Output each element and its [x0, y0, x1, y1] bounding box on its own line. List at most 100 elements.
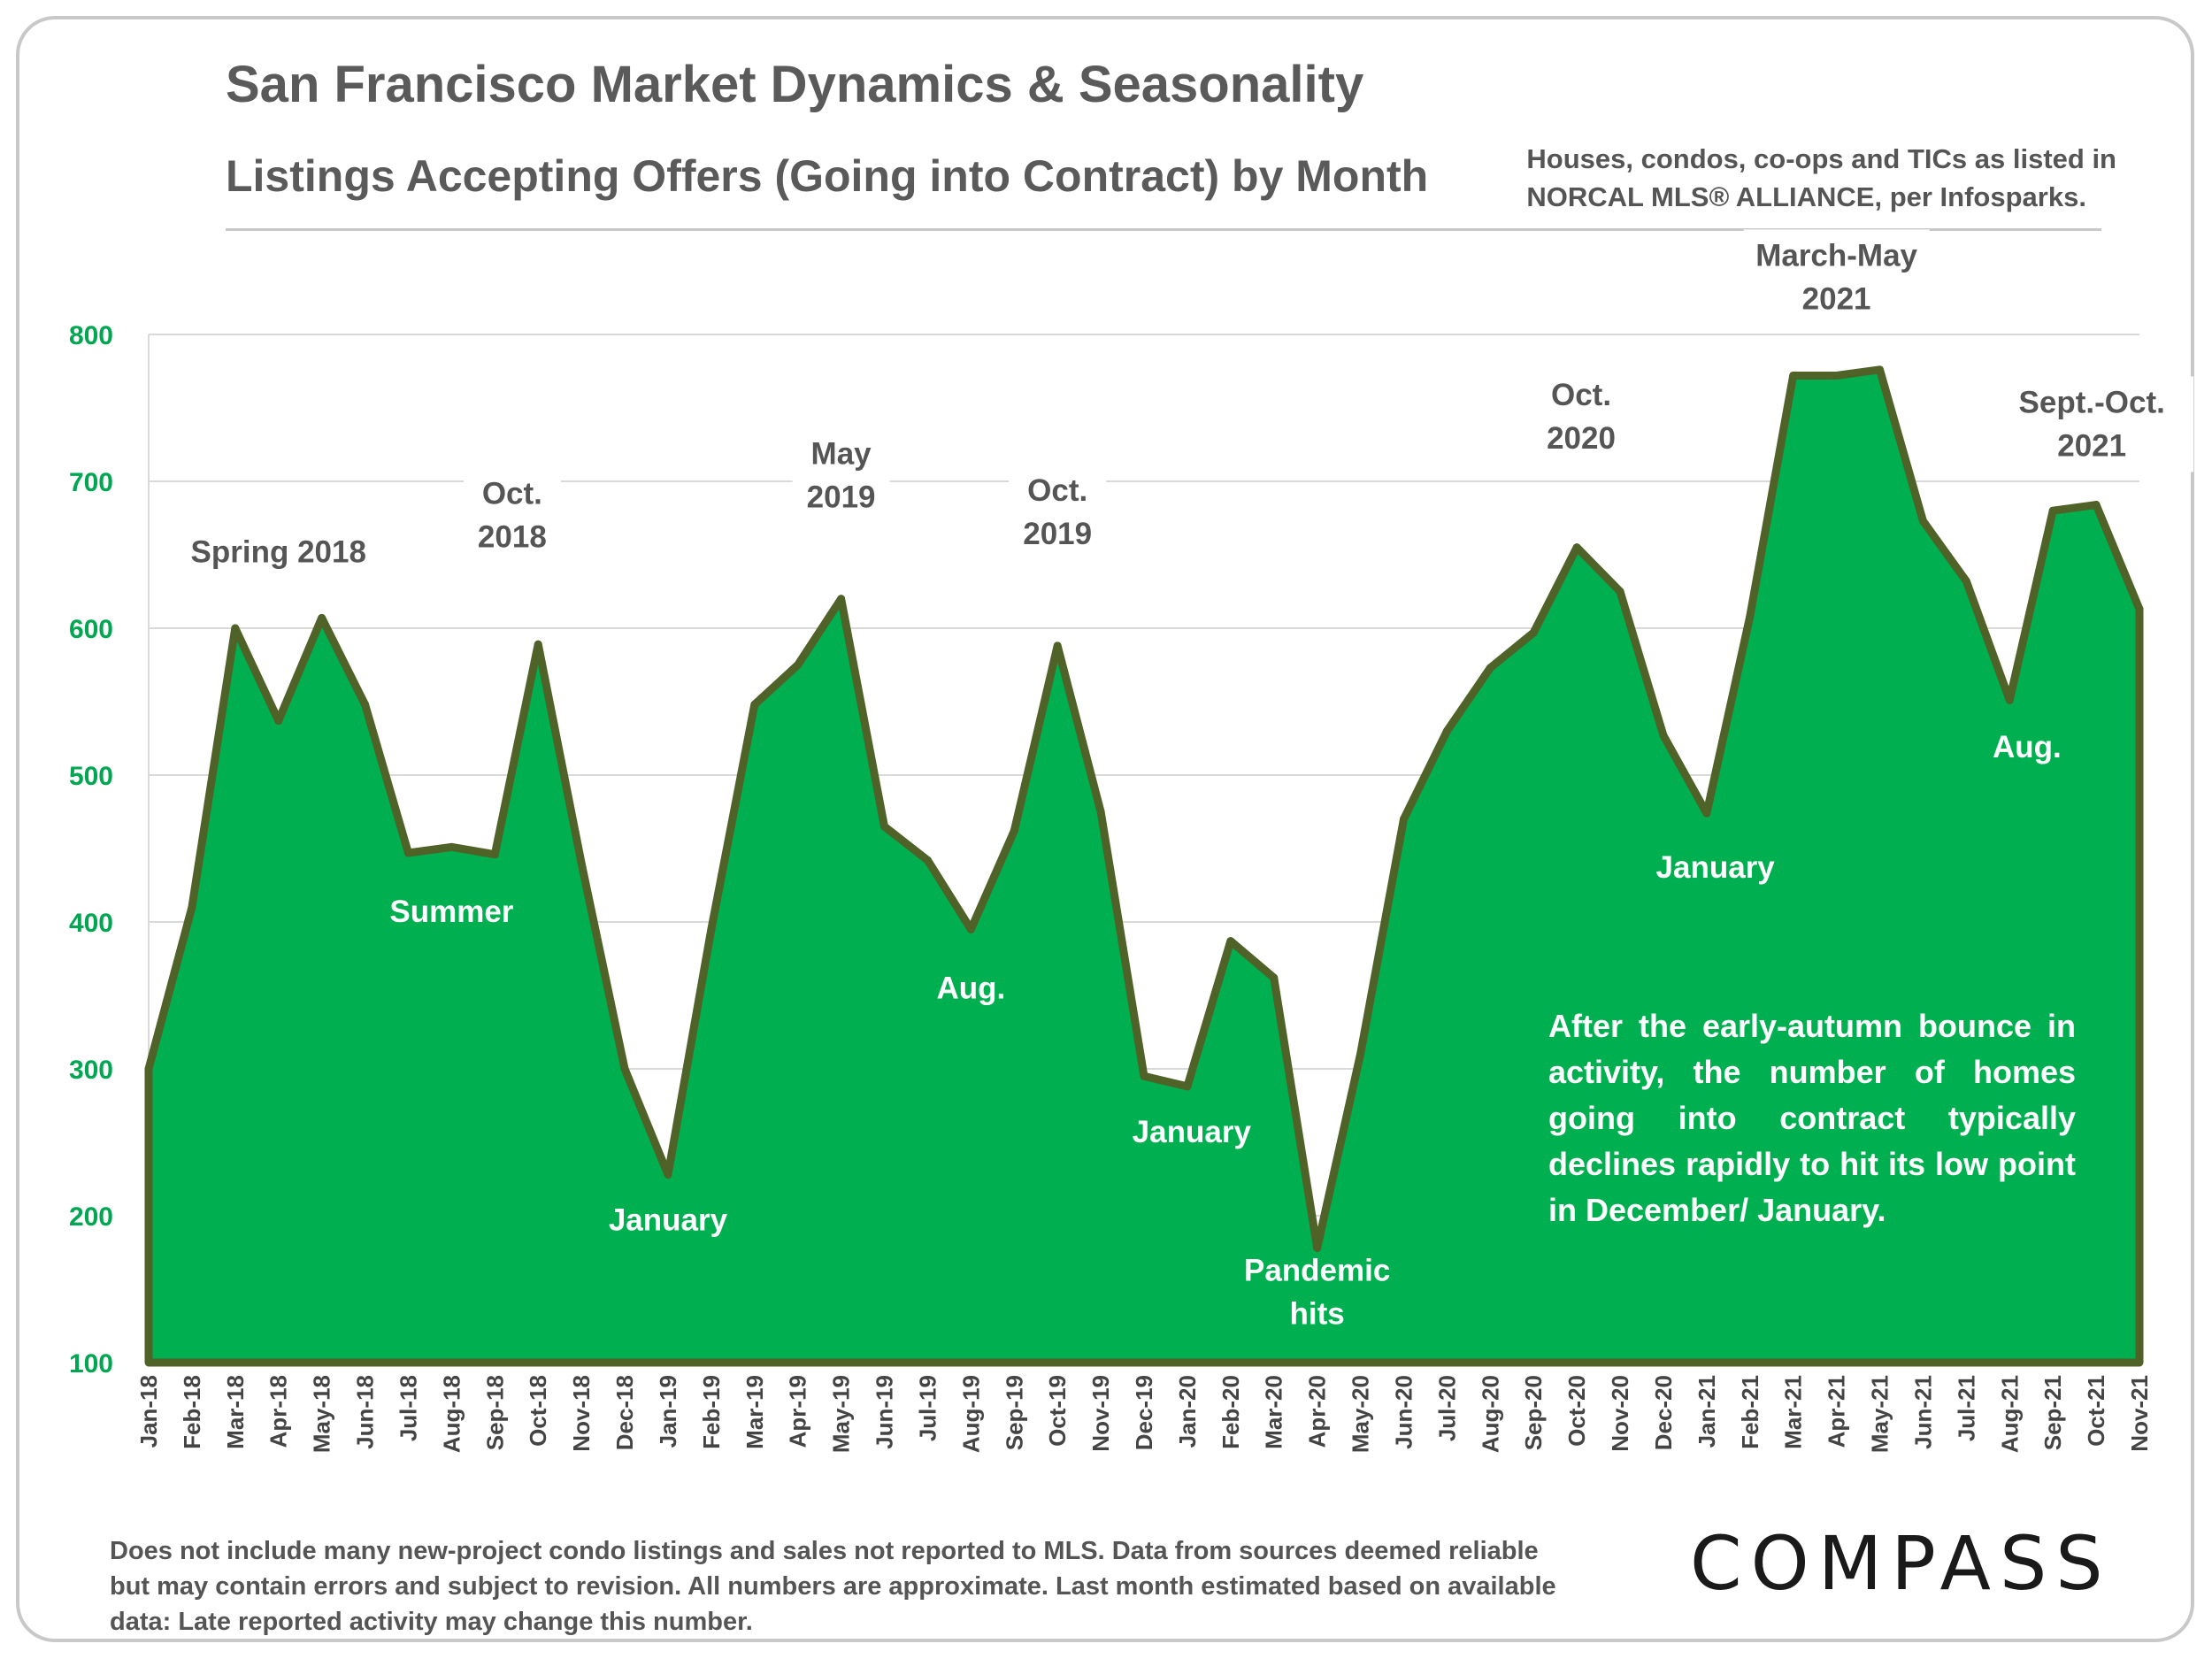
annotation-label: hits	[1290, 1296, 1345, 1331]
y-tick-label: 600	[69, 615, 113, 644]
x-tick-label: Jun-19	[872, 1375, 898, 1449]
footnote-line-1: Does not include many new-project condo …	[110, 1537, 1539, 1565]
data-point-Jul-19	[923, 856, 932, 864]
annotation-label: Sept.-Oct.	[2019, 385, 2165, 419]
x-tick-label: Dec-18	[611, 1375, 638, 1450]
y-tick-label: 700	[69, 468, 113, 497]
data-point-Jun-21	[1918, 517, 1927, 526]
x-tick-label: Apr-21	[1824, 1375, 1850, 1448]
annotation-label: Oct.	[1551, 378, 1611, 412]
data-point-Dec-20	[1659, 731, 1668, 740]
x-tick-label: May-18	[309, 1375, 335, 1453]
annotation-bg	[463, 467, 561, 564]
annotation-label: Aug.	[936, 971, 1005, 1005]
data-point-May-19	[837, 595, 846, 603]
x-tick-label: Jan-21	[1694, 1375, 1720, 1448]
data-point-Jul-18	[403, 849, 412, 857]
x-tick-label: Feb-20	[1217, 1375, 1244, 1449]
data-point-Sep-21	[2048, 506, 2057, 515]
source-line-1: Houses, condos, co-ops and TICs as liste…	[1526, 143, 2116, 174]
annotation-label: 2021	[2057, 428, 2126, 463]
annotation-bg	[1532, 369, 1631, 465]
data-point-Mar-18	[231, 624, 240, 633]
data-point-Oct-21	[2092, 501, 2101, 510]
annotation-label: 2019	[1023, 517, 1092, 551]
data-point-Jan-20	[1183, 1082, 1192, 1091]
annotation-label: January	[1656, 850, 1776, 885]
data-point-Aug-21	[2005, 695, 2014, 704]
x-tick-label: May-21	[1867, 1375, 1893, 1453]
annotation-label: Aug.	[1993, 730, 2062, 764]
data-point-Sep-18	[490, 850, 499, 859]
data-point-Mar-19	[750, 700, 759, 709]
data-point-Nov-18	[577, 859, 586, 868]
footnote-line-2: but may contain errors and subject to re…	[110, 1572, 1556, 1601]
x-tick-label: Jan-18	[135, 1375, 162, 1448]
data-point-Jun-20	[1399, 815, 1408, 824]
chart-title: San Francisco Market Dynamics & Seasonal…	[226, 56, 1364, 113]
x-tick-label: Oct-20	[1563, 1375, 1590, 1447]
annotation-label: 2020	[1547, 421, 1616, 456]
y-tick-label: 100	[69, 1349, 113, 1379]
y-tick-label: 300	[69, 1056, 113, 1085]
x-tick-label: Nov-19	[1087, 1375, 1114, 1452]
annotation-label: January	[1133, 1115, 1252, 1149]
chart-note: After the early-autumn bounce in activit…	[1548, 1008, 2076, 1228]
x-tick-label: Dec-20	[1650, 1375, 1677, 1450]
annotation-bg	[1743, 229, 1930, 326]
x-tick-label: Mar-21	[1780, 1375, 1807, 1449]
x-tick-label: Oct-21	[2083, 1375, 2109, 1447]
annotation-label: 2021	[1802, 281, 1871, 316]
annotation-bg	[1009, 464, 1107, 560]
data-point-Mar-20	[1270, 973, 1279, 982]
x-tick-label: Jan-19	[655, 1375, 681, 1448]
data-point-Oct-18	[534, 640, 542, 649]
x-tick-label: Mar-18	[222, 1375, 249, 1449]
x-tick-label: Jul-18	[395, 1375, 421, 1441]
data-point-Feb-18	[188, 902, 196, 911]
x-tick-label: Sep-18	[481, 1375, 508, 1450]
x-tick-label: Mar-19	[741, 1375, 768, 1449]
data-point-Jan-21	[1702, 809, 1711, 818]
data-point-Dec-19	[1140, 1071, 1148, 1080]
x-tick-label: Jun-20	[1390, 1375, 1417, 1449]
data-point-Nov-21	[2135, 604, 2144, 613]
data-point-Oct-19	[1053, 641, 1062, 650]
data-point-Sep-20	[1529, 628, 1538, 637]
y-tick-label: 500	[69, 762, 113, 791]
data-point-Feb-20	[1226, 937, 1235, 946]
chart-plot: 100 200 300 400 500 600 700 800 Jan-18 Feb-18 Mar-…	[68, 229, 2194, 1454]
data-point-Feb-19	[707, 925, 716, 933]
x-tick-label: Nov-21	[2126, 1375, 2153, 1452]
x-tick-label: Jun-21	[1909, 1375, 1936, 1449]
data-point-May-20	[1356, 1049, 1365, 1058]
x-tick-label: Feb-18	[179, 1375, 205, 1449]
annotation-label: March-May	[1755, 238, 1917, 273]
x-tick-label: Mar-20	[1261, 1375, 1287, 1449]
x-tick-label: Nov-18	[568, 1375, 595, 1452]
data-point-Apr-21	[1832, 371, 1841, 380]
x-tick-label: Apr-18	[265, 1375, 292, 1448]
x-tick-label: Oct-18	[525, 1375, 551, 1447]
footnote-line-3: data: Late reported activity may change …	[110, 1608, 753, 1636]
data-point-Sep-19	[1010, 826, 1018, 835]
annotation-label: January	[609, 1203, 728, 1238]
data-point-Jun-19	[880, 822, 889, 831]
x-tick-label: Jul-20	[1433, 1375, 1460, 1441]
x-tick-label: Jan-20	[1174, 1375, 1201, 1448]
x-tick-label: Jul-19	[914, 1375, 941, 1441]
footnote: Does not include many new-project condo …	[110, 1533, 1640, 1640]
source-line-2: NORCAL MLS® ALLIANCE, per Infosparks.	[1526, 181, 2086, 212]
x-tick-label: Aug-19	[957, 1375, 984, 1453]
data-point-Nov-19	[1096, 808, 1105, 816]
annotation-label: Oct.	[482, 476, 542, 511]
data-point-Jun-18	[361, 700, 370, 709]
x-tick-label: May-20	[1348, 1375, 1374, 1453]
annotation-bg	[1990, 376, 2194, 472]
data-point-Aug-18	[447, 842, 456, 851]
y-tick-label: 400	[69, 909, 113, 938]
annotation-label: May	[811, 436, 872, 471]
x-tick-label: Jun-18	[352, 1375, 379, 1449]
x-tick-label: Aug-20	[1477, 1375, 1503, 1453]
x-tick-label: Dec-19	[1131, 1375, 1157, 1450]
